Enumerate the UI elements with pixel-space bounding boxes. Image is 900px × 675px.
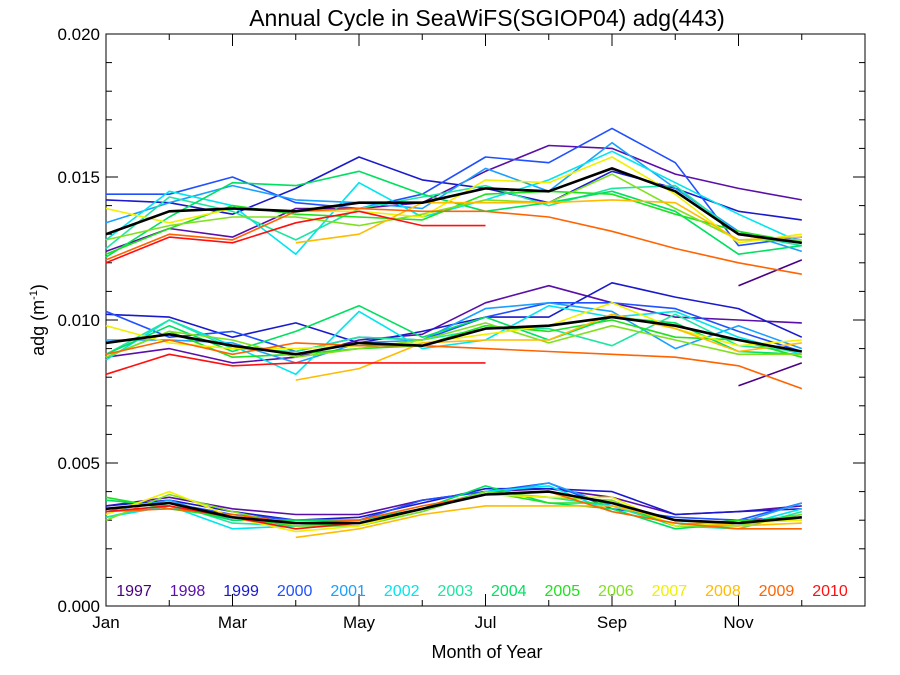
legend: 1997 1998 1999 2000 2001 2002 2003 2004 2005 2006…	[116, 583, 848, 600]
series-line-1997-middle	[738, 362, 803, 387]
series-line-2002-upper	[105, 150, 803, 255]
y-tick-label: 0.015	[57, 168, 100, 187]
series-line-1999-upper	[105, 156, 802, 221]
x-tick-label: Jul	[475, 613, 497, 632]
mean-line-lower	[105, 490, 802, 525]
y-axis: 0.000 0.005 0.010 0.015 0.020	[57, 25, 865, 616]
series-line-2008-middle	[295, 313, 802, 381]
series-line-2010-upper	[105, 210, 486, 264]
chart-title: Annual Cycle in SeaWiFS(SGIOP04) adg(443…	[249, 5, 725, 31]
series-line-2006-upper	[105, 173, 802, 241]
series-line-2009-lower	[105, 490, 802, 530]
data-lines	[105, 127, 803, 539]
series-line-2001-lower	[105, 482, 803, 524]
series-line-2000-middle	[105, 301, 803, 353]
x-axis-label: Month of Year	[431, 642, 542, 662]
legend-entry-2006: 2006	[598, 583, 634, 600]
y-tick-label: 0.010	[57, 311, 100, 330]
series-line-2004-lower	[105, 485, 802, 530]
y-tick-label: 0.005	[57, 454, 100, 473]
series-line-2007-middle	[105, 301, 802, 350]
series-line-1998-middle	[105, 284, 802, 364]
y-tick-label: 0.000	[57, 597, 100, 616]
y-tick-label: 0.020	[57, 25, 100, 44]
legend-entry-2007: 2007	[652, 583, 688, 600]
x-tick-label: Jan	[92, 613, 119, 632]
x-tick-label: May	[343, 613, 376, 632]
y-axis-label-superscript: -1	[28, 290, 40, 300]
series-line-2001-middle	[106, 301, 803, 364]
y-axis-label: adg (m-1)	[28, 284, 48, 356]
legend-entry-2000: 2000	[277, 583, 313, 600]
legend-entry-2004: 2004	[491, 583, 527, 600]
legend-entry-1998: 1998	[170, 583, 206, 600]
legend-entry-2008: 2008	[705, 583, 741, 600]
legend-entry-2003: 2003	[437, 583, 473, 600]
legend-entry-2009: 2009	[759, 583, 795, 600]
legend-entry-2001: 2001	[330, 583, 366, 600]
y-axis-label-main: adg (m	[28, 300, 48, 356]
legend-entry-2010: 2010	[812, 583, 848, 600]
series-line-2009-upper	[105, 207, 802, 275]
x-tick-label: Sep	[597, 613, 627, 632]
series-line-2010-middle	[105, 353, 486, 376]
y-axis-label-close: )	[28, 284, 48, 290]
legend-entry-1997: 1997	[116, 583, 152, 600]
series-line-2007-upper	[105, 156, 802, 244]
x-tick-label: Mar	[218, 613, 248, 632]
series-line-2002-middle	[105, 304, 803, 376]
series-line-2009-middle	[105, 339, 803, 390]
x-axis: Jan Mar May Jul Sep Nov	[92, 34, 866, 632]
series-line-2006-middle	[105, 322, 802, 359]
series-line-2000-upper	[106, 127, 802, 247]
legend-entry-2002: 2002	[384, 583, 420, 600]
legend-entry-1999: 1999	[223, 583, 259, 600]
series-line-2005-middle	[105, 319, 803, 359]
x-tick-label: Nov	[723, 613, 754, 632]
mean-line-middle	[105, 315, 803, 356]
mean-line-upper	[105, 167, 802, 245]
series-line-1997-upper	[738, 259, 803, 287]
series-line-2008-lower	[295, 505, 802, 539]
series-line-2008-upper	[295, 199, 802, 244]
legend-entry-2005: 2005	[545, 583, 581, 600]
